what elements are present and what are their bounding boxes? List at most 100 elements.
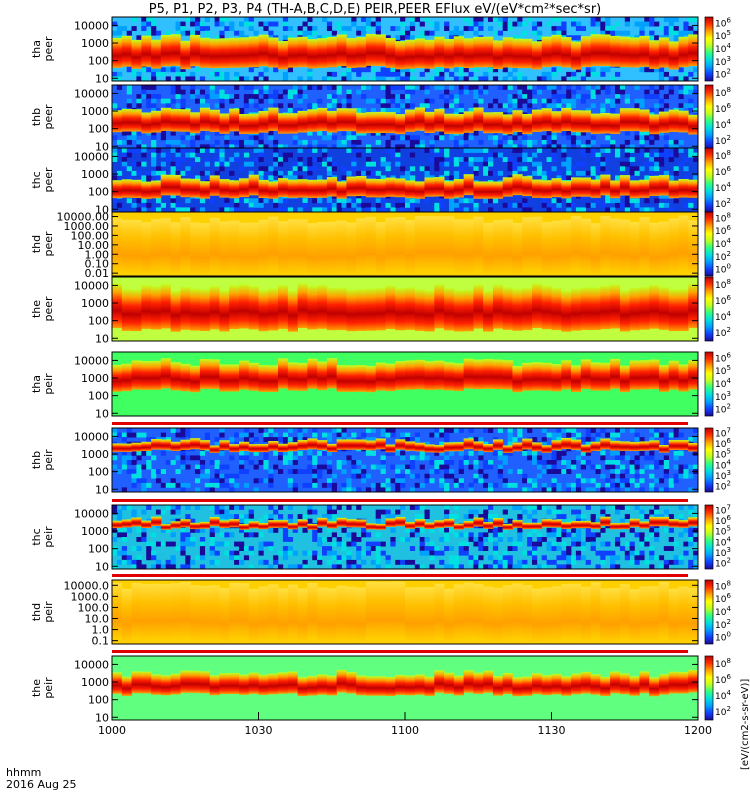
- noise-cell: [624, 17, 630, 22]
- flux-segment: [336, 365, 347, 392]
- flux-segment: [561, 676, 572, 696]
- noise-cell: [219, 532, 225, 538]
- noise-cell: [170, 482, 176, 488]
- noise-cell: [610, 469, 616, 474]
- flux-segment: [356, 587, 367, 642]
- noise-cell: [556, 17, 562, 22]
- noise-cell: [527, 532, 533, 538]
- noise-cell: [541, 482, 547, 488]
- noise-cell: [121, 130, 127, 136]
- flux-segment: [522, 176, 533, 197]
- noise-cell: [326, 166, 333, 172]
- noise-cell: [497, 464, 503, 470]
- noise-cell: [478, 26, 484, 31]
- noise-cell: [444, 527, 450, 533]
- noise-cell: [615, 537, 621, 542]
- noise-cell: [141, 198, 147, 204]
- noise-cell: [595, 532, 601, 538]
- noise-cell: [292, 107, 298, 113]
- noise-cell: [551, 509, 557, 515]
- noise-cell: [536, 35, 543, 41]
- noise-cell: [224, 139, 230, 145]
- noise-cell: [175, 76, 181, 82]
- noise-cell: [180, 428, 186, 433]
- noise-cell: [155, 175, 162, 181]
- flux-segment: [571, 439, 582, 450]
- noise-cell: [185, 537, 191, 542]
- noise-cell: [175, 89, 181, 95]
- noise-cell: [151, 161, 157, 167]
- noise-cell: [175, 148, 181, 153]
- noise-cell: [239, 518, 245, 524]
- noise-cell: [512, 505, 518, 510]
- noise-cell: [380, 432, 386, 438]
- noise-cell: [204, 144, 210, 150]
- noise-cell: [165, 103, 171, 109]
- noise-cell: [678, 514, 684, 519]
- noise-cell: [258, 428, 264, 433]
- noise-cell: [136, 559, 142, 565]
- flux-segment: [522, 38, 533, 69]
- noise-cell: [141, 450, 147, 456]
- noise-cell: [336, 21, 342, 27]
- noise-cell: [439, 161, 445, 167]
- noise-cell: [590, 148, 596, 153]
- noise-cell: [551, 464, 557, 470]
- noise-cell: [473, 478, 479, 484]
- noise-cell: [429, 148, 435, 153]
- noise-cell: [385, 514, 391, 519]
- noise-cell: [258, 541, 264, 547]
- noise-cell: [575, 207, 582, 213]
- noise-cell: [282, 537, 289, 542]
- noise-cell: [449, 546, 455, 551]
- noise-cell: [492, 76, 499, 82]
- noise-cell: [424, 478, 430, 484]
- noise-cell: [575, 514, 582, 519]
- noise-cell: [649, 450, 655, 456]
- noise-cell: [541, 98, 547, 104]
- noise-cell: [400, 17, 406, 22]
- noise-cell: [571, 202, 577, 208]
- flux-segment: [278, 113, 289, 134]
- noise-cell: [214, 509, 220, 515]
- noise-cell: [175, 505, 181, 510]
- noise-cell: [497, 144, 503, 150]
- noise-cell: [644, 161, 650, 167]
- noise-cell: [375, 30, 381, 36]
- noise-cell: [400, 505, 406, 510]
- flux-segment: [405, 180, 416, 199]
- noise-cell: [297, 76, 303, 82]
- noise-cell: [668, 17, 674, 22]
- noise-cell: [302, 527, 308, 533]
- noise-cell: [175, 518, 181, 524]
- noise-cell: [507, 564, 513, 570]
- noise-cell: [458, 166, 464, 172]
- flux-segment: [248, 588, 259, 643]
- noise-cell: [331, 71, 337, 77]
- flux-segment: [209, 109, 220, 132]
- noise-cell: [585, 107, 591, 113]
- flux-segment: [160, 174, 171, 196]
- flux-segment: [502, 287, 513, 330]
- noise-cell: [336, 103, 342, 109]
- noise-cell: [458, 198, 464, 204]
- flux-segment: [209, 445, 220, 453]
- noise-cell: [214, 71, 220, 77]
- noise-cell: [512, 144, 518, 150]
- noise-cell: [566, 546, 572, 551]
- noise-cell: [561, 30, 567, 36]
- noise-cell: [136, 555, 142, 561]
- noise-cell: [585, 487, 591, 493]
- noise-cell: [209, 487, 215, 493]
- noise-cell: [346, 89, 352, 95]
- noise-cell: [175, 30, 181, 36]
- noise-cell: [580, 478, 586, 484]
- noise-cell: [370, 98, 376, 104]
- noise-cell: [532, 98, 538, 104]
- noise-cell: [536, 537, 543, 542]
- noise-cell: [195, 455, 201, 461]
- noise-cell: [278, 175, 284, 181]
- flux-segment: [326, 110, 338, 133]
- noise-cell: [155, 166, 162, 172]
- noise-cell: [248, 564, 254, 570]
